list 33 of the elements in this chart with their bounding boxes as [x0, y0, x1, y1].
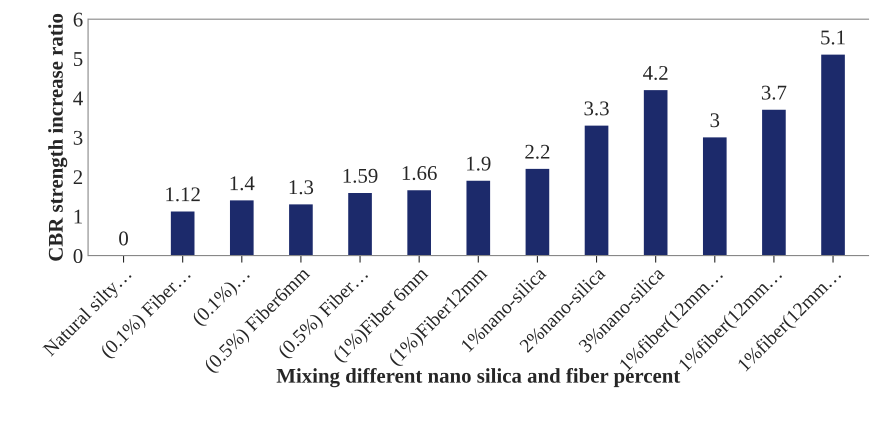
- bar: [230, 200, 254, 256]
- bar: [526, 168, 550, 256]
- data-label: 2.2: [525, 144, 550, 159]
- data-label: 4.2: [643, 66, 668, 80]
- data-label: 3.3: [584, 101, 609, 116]
- data-label: 1.12: [166, 187, 200, 202]
- data-label: 1.9: [467, 156, 490, 171]
- y-tick-label: 5: [74, 52, 82, 66]
- data-label: 1.59: [344, 168, 378, 183]
- bar: [584, 126, 608, 256]
- y-tick-label: 1: [74, 210, 82, 224]
- y-tick-label: 6: [74, 12, 83, 27]
- bar: [644, 90, 668, 256]
- bar: [170, 211, 194, 256]
- data-label: 1.66: [402, 166, 437, 180]
- data-label: 0: [119, 231, 128, 246]
- data-label: 1.4: [230, 176, 254, 190]
- data-label: 5.1: [821, 30, 845, 45]
- bar: [289, 204, 313, 256]
- bar: [348, 192, 372, 256]
- bar: [466, 180, 490, 256]
- y-tick-label: 4: [73, 91, 83, 106]
- y-tick-label: 0: [74, 248, 82, 264]
- y-axis-title: CBR strength increase ratio: [48, 14, 68, 261]
- data-label: 1.3: [290, 180, 314, 194]
- bar: [702, 137, 727, 256]
- data-label: 3.7: [762, 86, 786, 100]
- bar: [762, 110, 786, 256]
- data-label: 3: [710, 113, 720, 128]
- y-tick-label: 3: [74, 130, 82, 145]
- bar: [821, 54, 845, 256]
- y-tick-label: 2: [74, 170, 82, 184]
- bar: [407, 190, 431, 256]
